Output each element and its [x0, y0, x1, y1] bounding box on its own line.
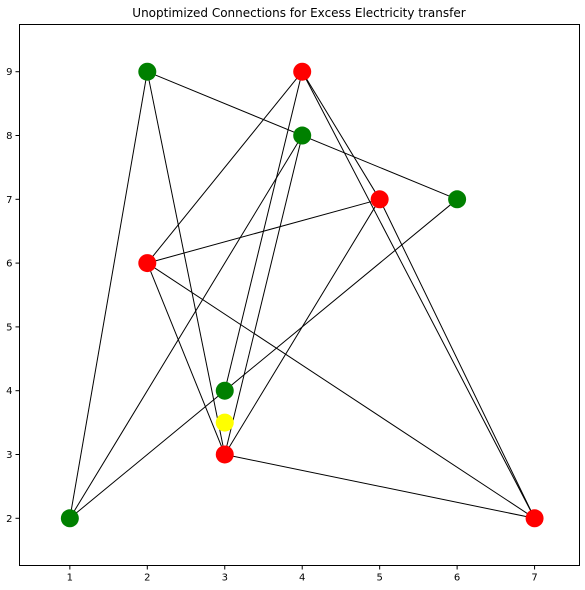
connection-line	[69, 198, 458, 519]
x-tick-label: 3	[222, 573, 228, 584]
node-point-green	[60, 509, 79, 528]
node-point-green	[293, 126, 312, 145]
connection-line	[69, 71, 148, 519]
connection-line	[301, 71, 381, 200]
node-point-yellow	[215, 413, 234, 432]
node-point-red	[215, 445, 234, 464]
y-tick-label: 5	[6, 322, 12, 333]
node-point-green	[215, 381, 234, 400]
node-point-green	[138, 62, 157, 81]
x-tick-label: 1	[67, 573, 73, 584]
connection-line	[301, 71, 536, 519]
chart-title: Unoptimized Connections for Excess Elect…	[132, 6, 465, 20]
connection-line	[146, 71, 303, 264]
x-tick-label: 4	[299, 573, 305, 584]
y-tick-label: 7	[6, 195, 12, 206]
x-tick-label: 5	[376, 573, 382, 584]
y-tick-label: 4	[6, 386, 12, 397]
y-tick-label: 9	[6, 67, 12, 78]
edges-layer	[69, 71, 536, 519]
connection-line	[146, 71, 226, 455]
connection-line	[379, 199, 536, 519]
y-tick-label: 3	[6, 450, 12, 461]
x-tick-label: 2	[144, 573, 150, 584]
connection-line	[224, 135, 303, 455]
x-tick-label: 7	[531, 573, 537, 584]
nodes-layer	[60, 62, 544, 528]
x-tick-label: 6	[454, 573, 460, 584]
plot-frame	[19, 24, 580, 566]
y-tick-label: 2	[6, 514, 12, 525]
connection-line	[69, 135, 303, 519]
node-point-red	[138, 254, 157, 273]
axes-layer: 1 2 3 4 5 6 7 2 3 4 5 6 7 8 9	[6, 24, 580, 584]
connection-line	[224, 454, 535, 519]
node-point-red	[525, 509, 544, 528]
node-point-red	[293, 62, 312, 81]
connection-line	[147, 198, 380, 264]
y-tick-label: 6	[6, 259, 12, 270]
y-tick-label: 8	[6, 131, 12, 142]
connection-line	[147, 262, 535, 519]
node-point-red	[370, 190, 389, 209]
node-point-green	[448, 190, 467, 209]
connection-line	[146, 262, 226, 455]
